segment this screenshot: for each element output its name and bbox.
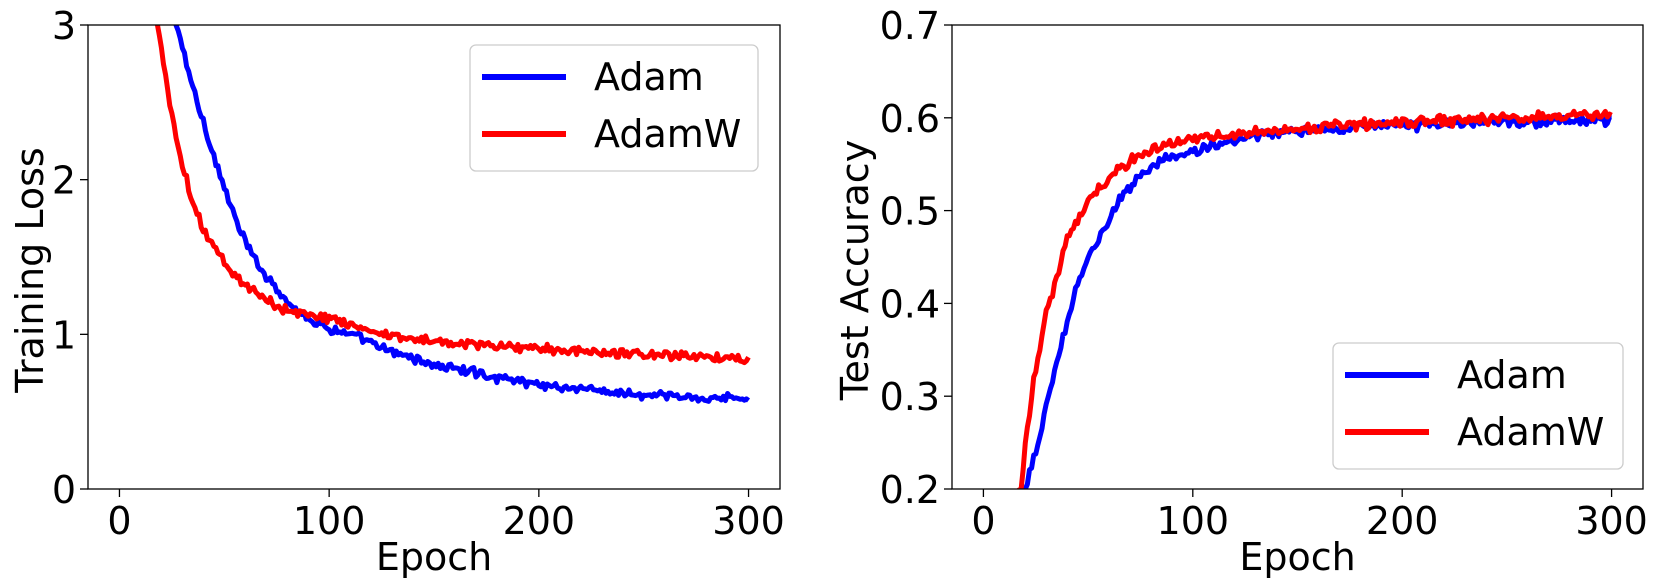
y-tick-label: 1 — [52, 313, 76, 357]
axes-frame — [87, 24, 781, 490]
x-tick-label: 0 — [107, 499, 131, 543]
y-tick-label: 0.2 — [880, 468, 940, 512]
y-tick-label: 0.4 — [880, 282, 940, 326]
x-axis-label: Epoch — [376, 535, 492, 579]
series-line-adam — [173, 25, 751, 404]
y-tick-label: 2 — [52, 159, 76, 203]
axes-frame — [951, 24, 1644, 490]
x-tick-label: 300 — [712, 499, 785, 543]
series-line-adamw — [154, 25, 751, 366]
legend-label-adam: Adam — [594, 55, 704, 99]
legend-label-adamw: AdamW — [1457, 410, 1604, 454]
x-tick-label: 300 — [1575, 499, 1648, 543]
legend-label-adamw: AdamW — [594, 112, 741, 156]
y-tick-label: 0.7 — [880, 4, 940, 48]
y-tick-label: 0.3 — [880, 375, 940, 419]
x-tick-label: 200 — [503, 499, 576, 543]
chart-2: 0 100 200 300 0.2 0.3 0.4 0.5 0.6 0.7 Epoch Test Ac… — [833, 4, 1648, 579]
x-axis-label: Epoch — [1239, 535, 1355, 579]
x-tick-label: 0 — [971, 499, 995, 543]
legend: Adam AdamW — [469, 44, 759, 172]
y-tick-label: 0 — [52, 468, 76, 512]
y-axis-label: Test Accuracy — [833, 140, 877, 401]
y-axis-label: Training Loss — [8, 147, 52, 393]
x-tick-label: 200 — [1366, 499, 1439, 543]
legend-label-adam: Adam — [1457, 353, 1567, 397]
y-tick-label: 0.6 — [880, 97, 940, 141]
y-tick-label: 3 — [52, 4, 76, 48]
y-tick-label: 0.5 — [880, 190, 940, 234]
legend: Adam AdamW — [1332, 342, 1624, 470]
x-tick-label: 100 — [293, 499, 366, 543]
series-line-adamw — [1016, 108, 1613, 489]
x-tick-label: 100 — [1157, 499, 1230, 543]
